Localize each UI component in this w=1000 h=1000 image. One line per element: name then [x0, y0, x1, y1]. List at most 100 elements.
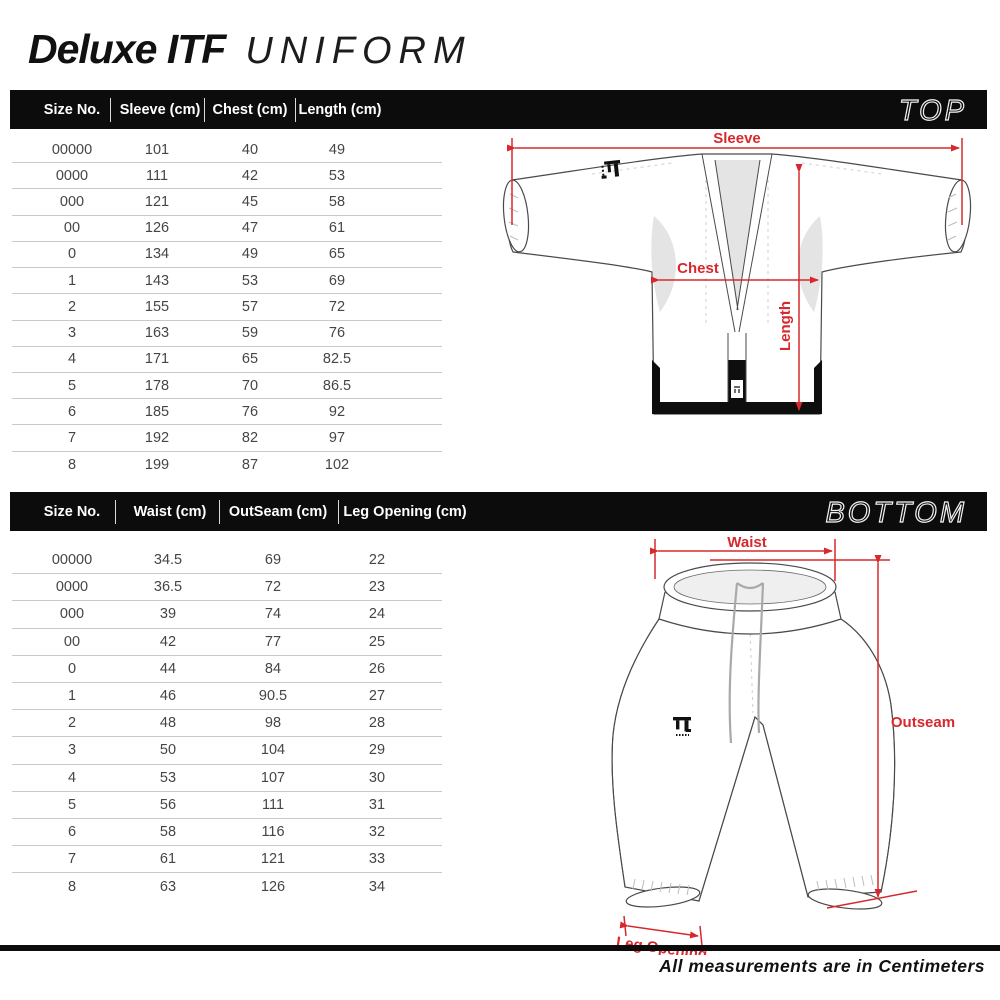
top-col-chest: Chest (cm)	[212, 101, 288, 118]
table-row: 0 44 84 26	[12, 656, 442, 683]
pants-outline	[611, 618, 896, 902]
table-cell: 121	[144, 194, 170, 211]
bottom-col-waist: Waist (cm)	[133, 503, 207, 520]
table-row: 1 143 53 69	[12, 268, 442, 295]
table-cell: 53	[159, 769, 177, 786]
header-separator	[338, 500, 339, 524]
table-row: 000 121 45 58	[12, 189, 442, 216]
brand-title: Deluxe ITF	[28, 26, 226, 72]
table-cell: 44	[159, 660, 177, 677]
chest-label: Chest	[677, 260, 719, 277]
front-seam	[749, 626, 754, 714]
table-cell: 155	[144, 298, 170, 315]
table-cell: 0	[67, 246, 77, 263]
table-cell: 36.5	[153, 579, 183, 596]
table-cell: 185	[144, 403, 170, 420]
table-cell: 65	[241, 351, 259, 368]
top-table-header-bar: Size No. Sleeve (cm) Chest (cm) Length (…	[10, 90, 987, 129]
table-cell: 8	[67, 456, 77, 473]
table-cell: 28	[368, 715, 386, 732]
table-row: 6 185 76 92	[12, 399, 442, 426]
table-cell: 23	[368, 579, 386, 596]
table-cell: 77	[264, 633, 282, 650]
table-row: 6 58 116 32	[12, 819, 442, 847]
bottom-table-header-bar: Size No. Waist (cm) OutSeam (cm) Leg Ope…	[10, 492, 987, 531]
table-cell: 70	[241, 377, 259, 394]
table-cell: 76	[328, 325, 346, 342]
table-cell: 42	[159, 633, 177, 650]
table-cell: 000	[59, 606, 85, 623]
table-cell: 90.5	[258, 688, 288, 705]
table-cell: 61	[159, 851, 177, 868]
table-cell: 126	[144, 220, 170, 237]
table-cell: 59	[241, 325, 259, 342]
table-row: 2 48 98 28	[12, 710, 442, 738]
table-cell: 49	[328, 141, 346, 158]
table-row: 0000 111 42 53	[12, 163, 442, 190]
table-cell: 4	[67, 769, 77, 786]
pants-left-outer	[611, 618, 660, 888]
table-cell: 25	[368, 633, 386, 650]
table-cell: 22	[368, 552, 386, 569]
bottom-section-label: BOTTOM	[825, 496, 967, 529]
page-title: Deluxe ITF UNIFORM	[28, 26, 472, 73]
table-cell: 102	[324, 456, 350, 473]
table-cell: 32	[368, 823, 386, 840]
table-cell: 87	[241, 456, 259, 473]
table-cell: 46	[159, 688, 177, 705]
table-cell: 199	[144, 456, 170, 473]
table-cell: 1	[67, 688, 77, 705]
header-separator	[219, 500, 220, 524]
table-row: 0000 36.5 72 23	[12, 574, 442, 602]
jacket-diagram: Sleeve Chest Length	[502, 130, 972, 430]
table-cell: 57	[241, 298, 259, 315]
table-cell: 40	[241, 141, 259, 158]
table-cell: 65	[328, 246, 346, 263]
table-row: 8 199 87 102	[12, 452, 442, 478]
sleeve-label: Sleeve	[713, 130, 761, 147]
waist-label: Waist	[727, 535, 766, 551]
table-cell: 121	[260, 851, 286, 868]
table-cell: 76	[241, 403, 259, 420]
table-row: 00 42 77 25	[12, 629, 442, 656]
table-cell: 143	[144, 272, 170, 289]
table-cell: 104	[260, 742, 286, 759]
length-label: Length	[777, 301, 794, 351]
table-cell: 69	[328, 272, 346, 289]
table-cell: 63	[159, 878, 177, 895]
table-cell: 58	[328, 194, 346, 211]
leg-opening-tick-right	[699, 925, 703, 947]
table-row: 4 171 65 82.5	[12, 347, 442, 373]
table-cell: 98	[264, 715, 282, 732]
table-row: 5 178 70 86.5	[12, 373, 442, 400]
table-cell: 111	[145, 167, 169, 184]
table-cell: 0000	[55, 579, 89, 596]
bottom-col-legopening: Leg Opening (cm)	[343, 503, 467, 520]
right-armhole-shade	[798, 216, 823, 312]
table-cell: 6	[67, 403, 77, 420]
table-row: 5 56 111 31	[12, 792, 442, 819]
table-cell: 3	[67, 742, 77, 759]
table-cell: 101	[144, 141, 170, 158]
table-cell: 00	[63, 633, 81, 650]
brand-logo-icon	[673, 717, 691, 736]
table-cell: 31	[368, 796, 386, 813]
center-label-mark	[734, 386, 740, 393]
table-cell: 82.5	[322, 351, 352, 368]
top-col-size: Size No.	[43, 101, 101, 118]
table-cell: 8	[67, 878, 77, 895]
table-row: 8 63 126 34	[12, 873, 442, 900]
table-cell: 134	[144, 246, 170, 263]
header-separator	[110, 98, 111, 122]
pants-right-outer	[840, 618, 896, 893]
left-armhole-shade	[651, 216, 676, 312]
table-cell: 61	[328, 220, 346, 237]
table-row: 7 192 82 97	[12, 425, 442, 452]
table-cell: 163	[144, 325, 170, 342]
table-row: 3 50 104 29	[12, 737, 442, 765]
table-cell: 47	[241, 220, 259, 237]
table-cell: 72	[264, 579, 282, 596]
table-row: 0 134 49 65	[12, 242, 442, 269]
pants-illustration: Waist Outseam Leg Opening	[611, 534, 955, 963]
